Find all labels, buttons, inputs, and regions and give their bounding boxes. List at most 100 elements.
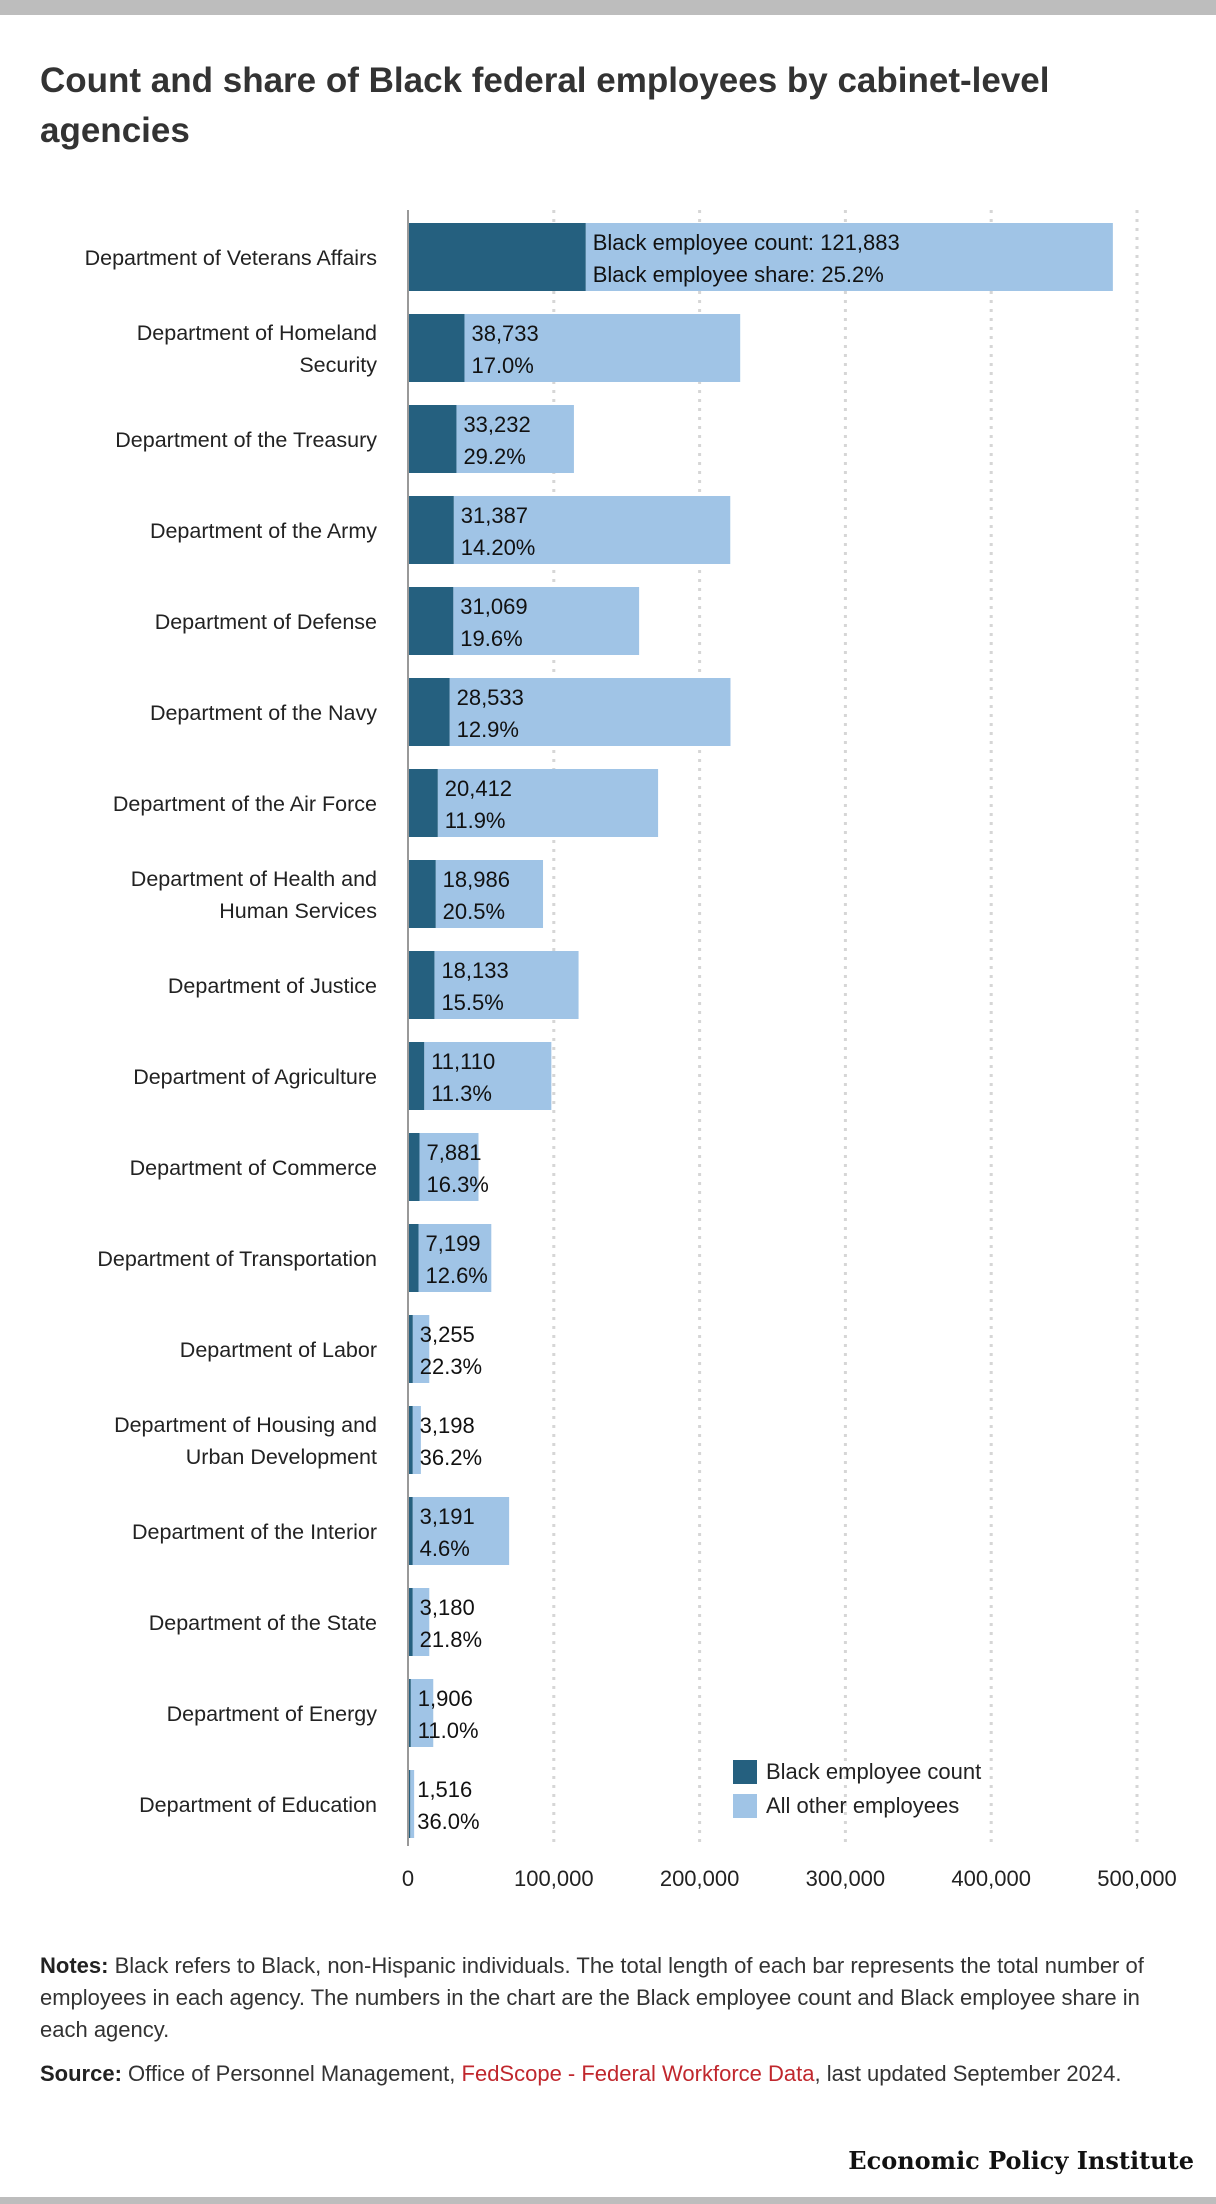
legend: Black employee count All other employees <box>733 1759 981 1818</box>
bar-all-other-employees <box>464 314 741 382</box>
data-label-count: 31,069 <box>460 594 527 619</box>
data-label-count: 7,199 <box>425 1231 480 1256</box>
category-label: Department of Commerce <box>130 1156 377 1180</box>
x-tick-label: 200,000 <box>660 1866 740 1891</box>
bar-layer <box>408 223 1113 1838</box>
x-tick-label: 100,000 <box>514 1866 594 1891</box>
data-label-count: 18,133 <box>441 958 508 983</box>
data-label-count: 3,180 <box>420 1595 475 1620</box>
data-label-share: 36.2% <box>420 1445 482 1470</box>
x-tick-label: 0 <box>402 1866 414 1891</box>
category-label: Department of the Air Force <box>113 792 377 816</box>
bar-all-other-employees <box>456 405 574 473</box>
data-label-share: Black employee share: 25.2% <box>593 262 884 287</box>
legend-swatch <box>733 1794 757 1818</box>
data-label-share: 20.5% <box>443 899 505 924</box>
data-label-share: 22.3% <box>420 1354 482 1379</box>
data-label-count: 3,255 <box>420 1322 475 1347</box>
label-layer: Department of Veterans Affairs Black empl… <box>85 230 900 1834</box>
data-label-count: 3,198 <box>420 1413 475 1438</box>
notes-text: Black refers to Black, non-Hispanic indi… <box>40 1953 1144 2042</box>
data-label-count: 11,110 <box>431 1049 495 1074</box>
category-label: Department of the Interior <box>132 1520 377 1544</box>
source-paragraph: Source: Office of Personnel Management, … <box>40 2058 1180 2090</box>
bar-black-employee-count <box>408 1588 413 1656</box>
bar-all-other-employees <box>419 1133 479 1201</box>
data-label-share: 4.6% <box>420 1536 470 1561</box>
bar-black-employee-count <box>408 1042 425 1110</box>
category-label: Department of the State <box>149 1611 377 1635</box>
category-label: Department of Justice <box>168 974 377 998</box>
data-label-share: 12.6% <box>425 1263 487 1288</box>
category-label: Department of the Army <box>150 519 377 543</box>
grid-layer <box>552 210 1139 1846</box>
bottom-border <box>0 2197 1216 2204</box>
bar-all-other-employees <box>453 587 640 655</box>
notes-block: Notes: Black refers to Black, non-Hispan… <box>40 1950 1180 2102</box>
bar-all-other-employees <box>453 496 731 564</box>
bar-black-employee-count <box>408 1315 413 1383</box>
bar-black-employee-count <box>408 314 465 382</box>
bar-all-other-employees <box>435 860 544 928</box>
category-label: Department of Education <box>139 1793 377 1817</box>
category-label: Department of Agriculture <box>133 1065 377 1089</box>
bar-all-other-employees <box>434 951 579 1019</box>
source-link[interactable]: FedScope - Federal Workforce Data <box>461 2061 815 2086</box>
data-label-share: 11.9% <box>445 808 506 833</box>
notes-paragraph: Notes: Black refers to Black, non-Hispan… <box>40 1950 1180 2046</box>
top-border <box>0 0 1216 15</box>
data-label-share: 29.2% <box>463 444 525 469</box>
bar-all-other-employees <box>412 1406 421 1474</box>
category-label: Department of Veterans Affairs <box>85 246 377 270</box>
category-label: Department of Health and Human Services <box>131 867 377 923</box>
data-label-share: 16.3% <box>426 1172 488 1197</box>
bar-black-employee-count <box>408 1770 411 1838</box>
data-label-count: 38,733 <box>471 321 538 346</box>
data-label-count: 20,412 <box>445 776 512 801</box>
bar-black-employee-count <box>408 405 457 473</box>
bar-all-other-employees <box>418 1224 492 1292</box>
bar-black-employee-count <box>408 1679 411 1747</box>
axis-layer: 0 100,000 200,000 300,000 400,000 500,000 <box>402 210 1177 1891</box>
bar-black-employee-count <box>408 860 436 928</box>
bar-black-employee-count <box>408 587 454 655</box>
data-label-share: 11.3% <box>431 1081 492 1106</box>
category-label: Department of Defense <box>155 610 377 634</box>
bar-all-other-employees <box>412 1588 430 1656</box>
notes-label: Notes: <box>40 1953 109 1978</box>
bar-black-employee-count <box>408 223 586 291</box>
legend-swatch <box>733 1760 757 1784</box>
source-text-after: , last updated September 2024. <box>814 2061 1122 2086</box>
x-tick-label: 300,000 <box>806 1866 886 1891</box>
bar-black-employee-count <box>408 496 454 564</box>
data-label-count: 18,986 <box>443 867 510 892</box>
data-label-share: 21.8% <box>420 1627 482 1652</box>
category-label: Department of Energy <box>167 1702 378 1726</box>
data-label-share: 14.20% <box>461 535 536 560</box>
data-label-count: 33,232 <box>463 412 530 437</box>
category-label: Department of Housing and Urban Developme… <box>114 1413 377 1469</box>
data-label-share: 36.0% <box>417 1809 479 1834</box>
bar-black-employee-count <box>408 1497 413 1565</box>
bar-chart: Department of Veterans Affairs Black empl… <box>85 210 1177 1891</box>
bar-black-employee-count <box>408 951 435 1019</box>
bar-all-other-employees <box>412 1315 430 1383</box>
data-label-count: 28,533 <box>457 685 524 710</box>
bar-all-other-employees <box>412 1497 510 1565</box>
source-label: Source: <box>40 2061 122 2086</box>
data-label-share: 12.9% <box>457 717 519 742</box>
category-label: Department of the Navy <box>150 701 377 725</box>
category-label: Department of the Treasury <box>115 428 377 452</box>
data-label-count: 1,906 <box>418 1686 473 1711</box>
bar-black-employee-count <box>408 1406 413 1474</box>
category-label: Department of Labor <box>180 1338 377 1362</box>
bar-all-other-employees <box>585 223 1113 291</box>
category-label: Department of Homeland Security <box>137 321 377 377</box>
bar-black-employee-count <box>408 769 438 837</box>
data-label-count: 7,881 <box>426 1140 481 1165</box>
bar-all-other-employees <box>410 1770 415 1838</box>
data-label-count: Black employee count: 121,883 <box>593 230 900 255</box>
x-tick-label: 500,000 <box>1097 1866 1177 1891</box>
data-label-count: 1,516 <box>417 1777 472 1802</box>
category-label: Department of Transportation <box>97 1247 377 1271</box>
